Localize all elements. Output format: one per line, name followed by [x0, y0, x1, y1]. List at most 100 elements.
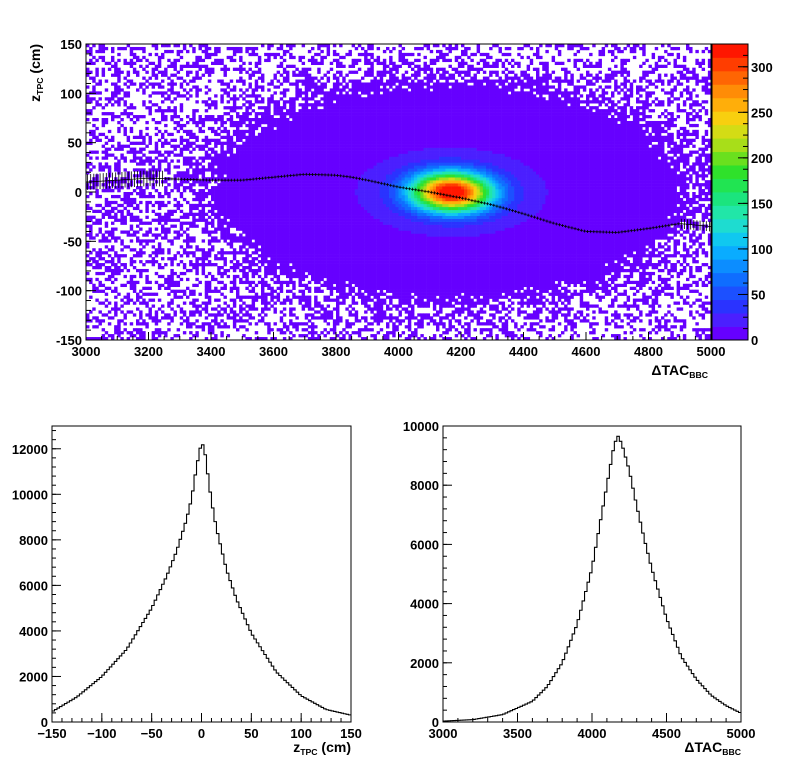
heatmap-cell [157, 194, 162, 199]
heatmap-cell [326, 150, 331, 154]
heatmap-cell [239, 192, 243, 196]
heatmap-cell [339, 82, 343, 86]
heatmap-cell [336, 260, 340, 264]
heatmap-cell [295, 79, 299, 83]
heatmap-cell [232, 156, 237, 160]
heatmap-cell [351, 242, 356, 246]
heatmap-cell [307, 224, 312, 228]
heatmap-cell [345, 206, 349, 211]
heatmap-cell [289, 224, 293, 228]
heatmap-cell [254, 147, 259, 151]
heatmap-cell [111, 138, 115, 142]
heatmap-cell [339, 61, 343, 66]
heatmap-cell [92, 118, 96, 122]
heatmap-cell [132, 115, 137, 119]
heatmap-cell [248, 209, 252, 214]
heatmap-cell [223, 325, 227, 329]
heatmap-cell [120, 197, 124, 202]
heatmap-cell [120, 230, 124, 234]
heatmap-cell [329, 97, 334, 101]
heatmap-cell [270, 165, 274, 169]
heatmap-cell [236, 186, 240, 190]
heatmap-cell [173, 295, 177, 299]
heatmap-cell [107, 286, 112, 290]
heatmap-cell [276, 233, 281, 237]
heatmap-cell [176, 304, 181, 308]
heatmap-cell [323, 266, 327, 270]
heatmap-cell [129, 46, 134, 51]
heatmap-cell [242, 271, 246, 276]
heatmap-cell [314, 251, 318, 255]
heatmap-cell [111, 189, 115, 193]
heatmap-cell [301, 156, 306, 160]
heatmap-cell [217, 49, 221, 54]
heatmap-cell [348, 337, 352, 341]
heatmap-cell [123, 91, 127, 95]
heatmap-cell [254, 82, 259, 86]
heatmap-cell [339, 97, 343, 101]
heatmap-cell [214, 307, 218, 311]
heatmap-cell [279, 260, 284, 264]
heatmap-cell [264, 307, 268, 311]
heatmap-cell [348, 251, 352, 255]
heatmap-cell [339, 120, 343, 125]
heatmap-cell [323, 165, 327, 169]
heatmap-cell [226, 192, 231, 196]
heatmap-cell [348, 209, 352, 214]
heatmap-cell [151, 118, 156, 122]
heatmap-cell [142, 103, 146, 107]
heatmap-cell [317, 171, 321, 175]
heatmap-cell [242, 242, 246, 246]
heatmap-cell [273, 55, 277, 60]
heatmap-cell [332, 123, 337, 128]
heatmap-cell [304, 147, 309, 151]
heatmap-cell [273, 141, 277, 145]
heatmap-cell [298, 147, 302, 151]
heatmap-cell [261, 135, 265, 140]
heatmap-cell [314, 52, 318, 57]
heatmap-cell [245, 141, 249, 145]
heatmap-cell [298, 79, 302, 83]
heatmap-cell [201, 230, 206, 234]
heatmap-cell [248, 242, 252, 246]
heatmap-cell [289, 242, 293, 246]
heatmap-cell [164, 221, 168, 225]
heatmap-cell [142, 337, 146, 341]
heatmap-cell [201, 189, 206, 193]
heatmap-cell [348, 218, 352, 222]
heatmap-cell [164, 168, 168, 172]
heatmap-cell [211, 70, 215, 74]
heatmap-cell [298, 289, 302, 293]
heatmap-cell [101, 156, 106, 160]
heatmap-cell [304, 129, 309, 134]
heatmap-cell [104, 46, 109, 51]
heatmap-cell [204, 227, 209, 231]
heatmap-cell [111, 73, 115, 77]
heatmap-cell [329, 227, 334, 231]
heatmap-cell [351, 233, 356, 237]
heatmap-cell [139, 289, 143, 293]
heatmap-cell [111, 58, 115, 63]
heatmap-cell [339, 115, 343, 119]
heatmap-cell [145, 186, 149, 190]
heatmap-cell [101, 73, 106, 77]
heatmap-cell [279, 44, 284, 48]
heatmap-cell [123, 254, 127, 258]
heatmap-cell [167, 212, 171, 216]
heatmap-cell [114, 254, 118, 258]
heatmap-cell [295, 328, 299, 332]
heatmap-cell [276, 144, 281, 148]
heatmap-cell [148, 76, 152, 80]
heatmap-cell [164, 49, 168, 54]
heatmap-cell [126, 310, 131, 314]
heatmap-cell [120, 319, 124, 323]
heatmap-cell [232, 218, 237, 222]
heatmap-cell [282, 171, 287, 175]
heatmap-cell [117, 159, 121, 163]
heatmap-cell [117, 218, 121, 222]
heatmap-cell [336, 301, 340, 305]
heatmap-cell [289, 103, 293, 107]
heatmap-cell [295, 144, 299, 148]
heatmap-cell [348, 159, 352, 163]
heatmap-cell [201, 156, 206, 160]
